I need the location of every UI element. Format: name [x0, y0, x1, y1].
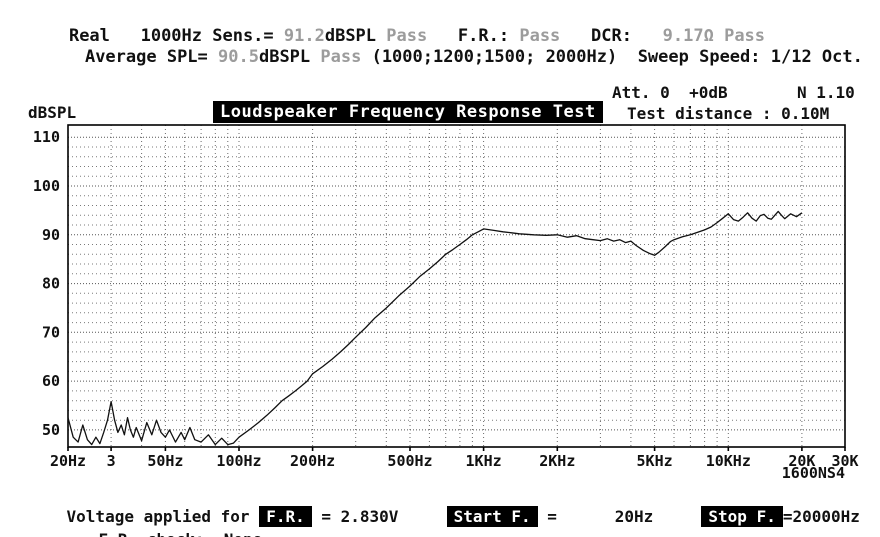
- y-axis-unit-label: dBSPL: [28, 103, 77, 122]
- svg-text:2KHz: 2KHz: [539, 452, 575, 470]
- start-frequency-badge[interactable]: Start F.: [446, 506, 538, 527]
- voltage-value[interactable]: = 2.830V: [311, 507, 447, 526]
- sens-pass-status: Pass: [386, 26, 458, 46]
- fr-check-label: F.R. check:: [99, 530, 215, 537]
- readout-line-2: Average SPL= 90.5dBSPL Pass (1000;1200;1…: [44, 27, 863, 87]
- svg-text:500Hz: 500Hz: [387, 452, 432, 470]
- svg-text:100Hz: 100Hz: [216, 452, 261, 470]
- svg-text:50: 50: [42, 421, 60, 439]
- dcr-label: DCR:: [591, 26, 663, 46]
- svg-text:3: 3: [107, 452, 116, 470]
- sens-value: 91.2: [283, 26, 325, 46]
- test-distance-readout: Test distance : 0.10M: [627, 104, 830, 123]
- stop-frequency-badge[interactable]: Stop F.: [701, 506, 783, 527]
- chart-title: Loudspeaker Frequency Response Test: [213, 101, 603, 123]
- fr-pass-status: Pass: [519, 26, 591, 46]
- average-spl-pass-status: Pass: [320, 47, 372, 67]
- stop-frequency-value[interactable]: =20000Hz: [782, 507, 860, 526]
- voltage-applied-label: Voltage applied for: [66, 507, 260, 526]
- dcr-value: 9.17Ω: [662, 26, 725, 46]
- svg-text:110: 110: [33, 128, 60, 146]
- average-spl-label: Average SPL=: [84, 47, 219, 67]
- model-number: 1600NS4: [781, 464, 845, 482]
- start-frequency-value[interactable]: = 20Hz: [537, 507, 702, 526]
- svg-text:30K: 30K: [831, 452, 858, 470]
- n-value-readout: N 1.10: [797, 83, 855, 102]
- attenuation-readout: Att. 0 +0dB: [612, 83, 728, 102]
- svg-text:50Hz: 50Hz: [147, 452, 183, 470]
- svg-text:20K: 20K: [788, 452, 815, 470]
- sens-unit: dBSPL: [324, 26, 387, 46]
- svg-text:5KHz: 5KHz: [637, 452, 673, 470]
- svg-text:90: 90: [42, 226, 60, 244]
- footer-settings-row: Voltage applied for F.R. = 2.830V Start …: [28, 484, 860, 537]
- average-spl-unit: dBSPL: [258, 47, 321, 67]
- readout-line-1: Real 1000Hz Sens.= 91.2dBSPL Pass F.R.: …: [28, 6, 765, 66]
- svg-text:1KHz: 1KHz: [466, 452, 502, 470]
- svg-text:10KHz: 10KHz: [706, 452, 751, 470]
- svg-text:60: 60: [42, 372, 60, 390]
- sweep-speed-label: Sweep Speed: 1/12 Oct.: [637, 47, 863, 67]
- average-spl-value: 90.5: [218, 47, 259, 67]
- chart-title-bar: Loudspeaker Frequency Response Test: [213, 101, 603, 123]
- svg-text:20Hz: 20Hz: [50, 452, 86, 470]
- svg-text:100: 100: [33, 177, 60, 195]
- svg-text:70: 70: [42, 323, 60, 341]
- mode-and-sens-label: Real 1000Hz Sens.=: [68, 26, 284, 46]
- fr-label: F.R.:: [457, 26, 520, 46]
- fr-check-value: None: [214, 530, 263, 537]
- dcr-pass-status: Pass: [724, 26, 766, 46]
- svg-text:200Hz: 200Hz: [290, 452, 335, 470]
- average-freq-list: (1000;1200;1500; 2000Hz): [371, 47, 638, 67]
- svg-text:80: 80: [42, 275, 60, 293]
- fr-field-badge[interactable]: F.R.: [259, 506, 312, 527]
- fr-check-row: F.R. check: None: [60, 507, 263, 537]
